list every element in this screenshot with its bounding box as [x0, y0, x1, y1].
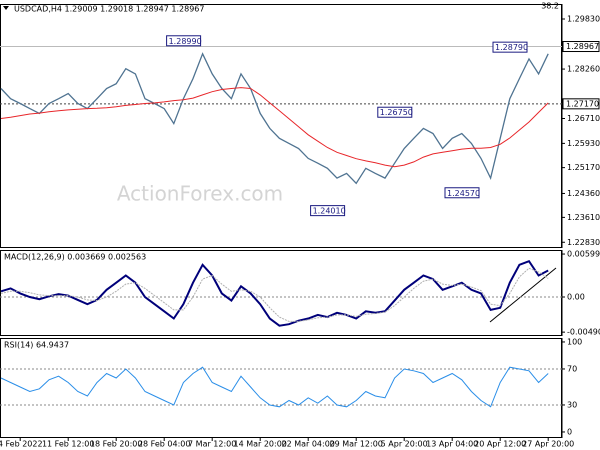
price-tag-label: 1.28967 — [566, 42, 599, 51]
series-line — [0, 366, 549, 408]
series-line — [0, 87, 549, 168]
price-tag-label: 1.27170 — [566, 99, 599, 108]
y-tick-label: 1.25170 — [567, 163, 600, 172]
x-tick-label: 22 Mar 04:00 — [281, 440, 334, 449]
price-tag — [562, 98, 600, 110]
x-tick-label: 29 Mar 12:00 — [329, 440, 382, 449]
annotation-label: 1.24010 — [313, 207, 346, 216]
x-tick-label: 14 Mar 20:00 — [233, 440, 286, 449]
y-tick-label: 1.26710 — [567, 114, 600, 123]
x-tick-label: 7 Mar 12:00 — [188, 440, 236, 449]
y-tick-label: 0.00 — [567, 293, 585, 302]
x-tick-label: 4 Feb 2022 — [0, 440, 43, 449]
y-tick-label: 0 — [567, 427, 572, 436]
x-tick-label: 5 Apr 20:00 — [381, 440, 428, 449]
annotation-label: 1.28990 — [169, 37, 202, 46]
y-tick-label: 30 — [567, 400, 577, 409]
annotation-box — [444, 187, 480, 199]
series-line — [0, 267, 549, 322]
trend-line — [489, 267, 557, 323]
x-tick-label: 11 Feb 12:00 — [42, 440, 94, 449]
annotation-label: 1.26750 — [380, 108, 413, 117]
annotation-box — [166, 35, 202, 47]
y-tick-label: 70 — [567, 364, 577, 373]
x-tick-label: 18 Feb 20:00 — [90, 440, 142, 449]
x-tick-label: 20 Apr 12:00 — [474, 440, 526, 449]
annotation-label: 1.24570 — [447, 189, 480, 198]
dropdown-icon — [3, 6, 9, 10]
y-tick-label: 1.28260 — [567, 65, 600, 74]
macd-title: MACD(12,26,9) 0.003669 0.002563 — [4, 253, 146, 262]
annotation-box — [492, 41, 528, 53]
x-tick-label: 13 Apr 04:00 — [426, 440, 478, 449]
chart-title: USDCAD,H4 1.29009 1.29018 1.28947 1.2896… — [14, 5, 204, 14]
series-line — [0, 52, 549, 185]
watermark: ActionForex.com — [117, 182, 283, 206]
x-tick-label: 28 Feb 04:00 — [138, 440, 190, 449]
y-tick-label: 100 — [567, 337, 582, 346]
fib-label: 38.2 — [541, 2, 559, 11]
y-tick-label: 1.24360 — [567, 189, 600, 198]
y-tick-label: 1.23610 — [567, 213, 600, 222]
y-tick-label: 1.29830 — [567, 14, 600, 23]
y-tick-label: -0.004901 — [567, 328, 600, 337]
y-tick-label: 1.25930 — [567, 139, 600, 148]
x-tick-label: 27 Apr 20:00 — [522, 440, 574, 449]
price-tag — [562, 41, 600, 53]
annotation-box — [377, 106, 413, 118]
rsi-title: RSI(14) 64.9437 — [4, 341, 69, 350]
annotation-box — [310, 205, 346, 217]
y-tick-label: 1.22830 — [567, 238, 600, 247]
annotation-label: 1.28790 — [495, 43, 528, 52]
y-tick-label: 0.005996 — [567, 250, 600, 259]
